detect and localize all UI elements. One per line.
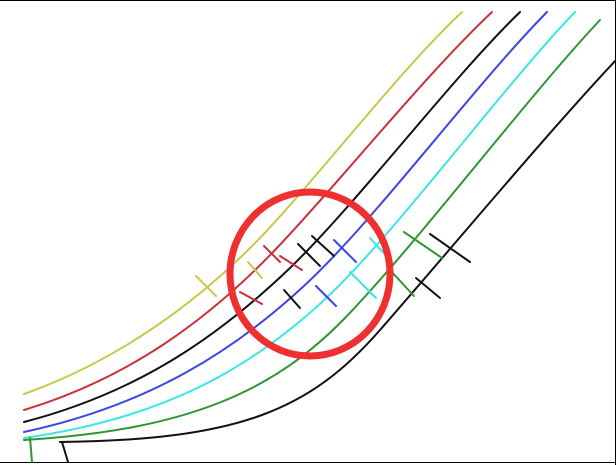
- tick-red-2: [263, 245, 281, 263]
- frame-top-border: [0, 0, 616, 1]
- frame-bottom-border: [0, 462, 616, 463]
- tick-blue-2: [333, 239, 357, 263]
- curve-green: [23, 19, 601, 441]
- curve-outer-black: [59, 59, 616, 443]
- tick-yellow-1: [195, 275, 217, 297]
- tick-black-3: [311, 235, 335, 257]
- curve-cyan: [23, 11, 576, 439]
- tick-black-left: [61, 441, 69, 463]
- highlight-circle: [226, 188, 394, 360]
- tick-yellow-2: [247, 261, 263, 279]
- tick-outer-black-2: [429, 233, 471, 263]
- tick-black-1: [283, 289, 301, 309]
- curve-yellow: [23, 11, 463, 395]
- tick-red-1: [239, 291, 263, 305]
- curve-red: [23, 11, 493, 411]
- tick-green-1: [389, 269, 415, 297]
- tick-green-left: [29, 437, 33, 463]
- tick-outer-black-1: [415, 277, 441, 299]
- tick-black-2: [297, 243, 321, 267]
- tick-blue-1: [315, 285, 337, 307]
- tick-red-3: [279, 255, 303, 271]
- tick-cyan-1: [349, 271, 377, 299]
- curve-black: [23, 11, 521, 423]
- tick-green-2: [403, 231, 443, 259]
- curve-blue: [23, 11, 548, 433]
